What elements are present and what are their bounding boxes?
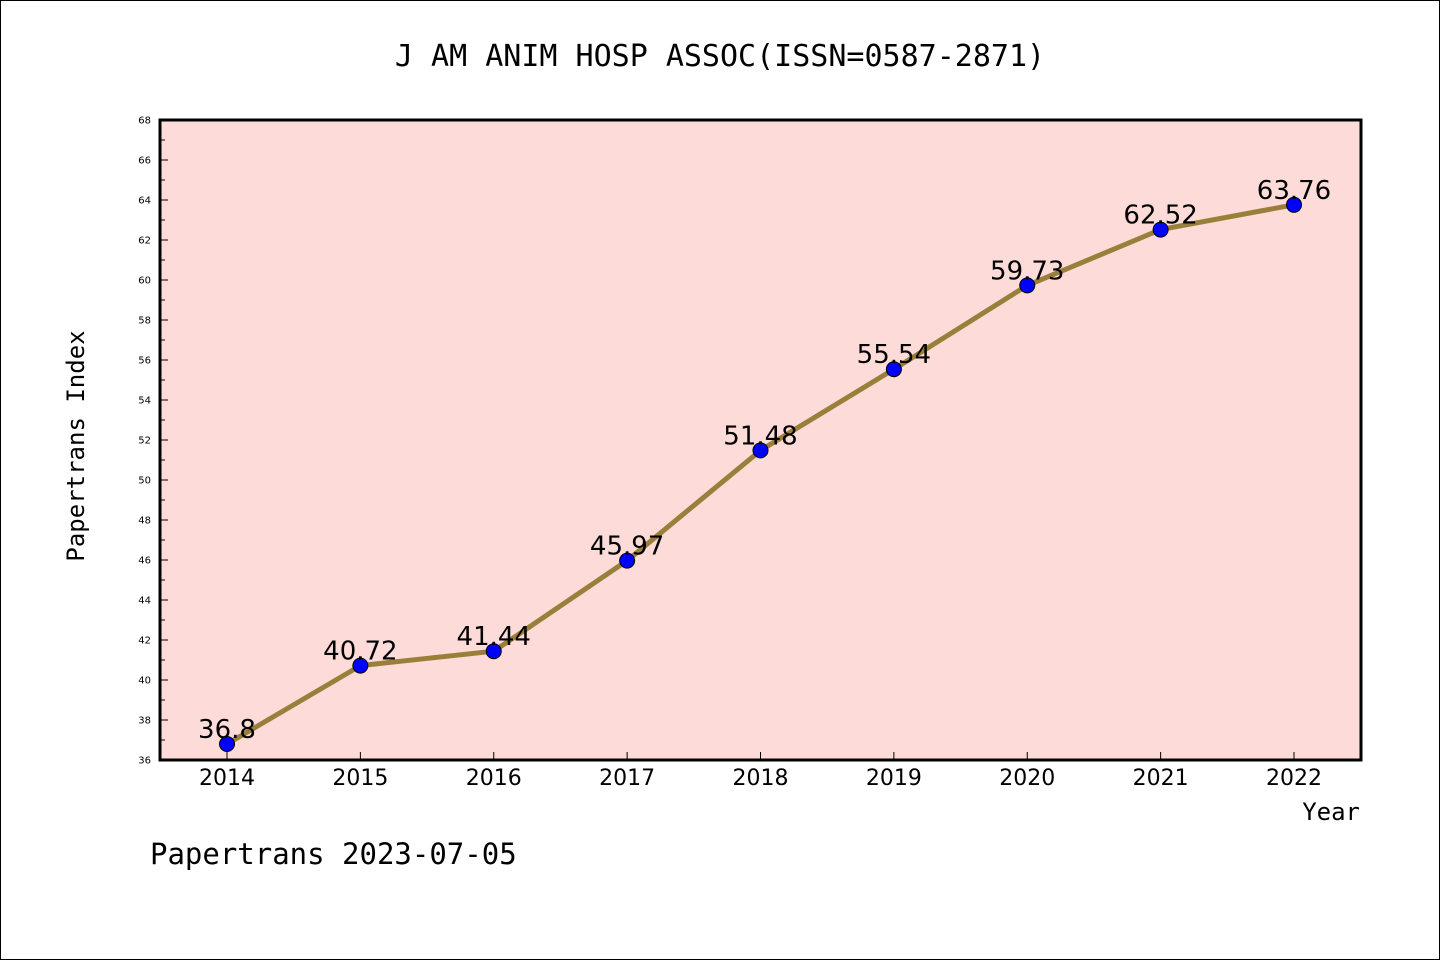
y-tick-label: 64 [138, 196, 151, 207]
y-tick-label: 56 [138, 356, 151, 367]
footer-text: Papertrans 2023-07-05 [150, 837, 517, 871]
data-point [219, 736, 235, 752]
chart-title: J AM ANIM HOSP ASSOC(ISSN=0587-2871) [395, 39, 1045, 74]
data-point [885, 361, 902, 378]
data-label: 36.8 [198, 715, 256, 745]
y-tick-label: 68 [138, 116, 151, 127]
y-tick-label: 54 [138, 396, 151, 407]
y-tick-label: 38 [138, 716, 151, 727]
data-label: 59.73 [990, 256, 1064, 286]
x-axis: 2014 2015 2016 2017 2018 2019 2020 2021 2022 [199, 752, 1322, 791]
y-axis: 36 38 40 42 44 46 48 50 52 54 56 58 60 62 64 66 68 [138, 116, 168, 767]
x-tick-label: 2019 [866, 766, 922, 791]
y-tick-label: 50 [138, 476, 151, 487]
x-tick-label: 2016 [466, 766, 522, 791]
x-tick-label: 2014 [199, 766, 255, 791]
y-tick-label: 48 [138, 516, 151, 527]
x-axis-label: Year [1302, 798, 1360, 826]
data-point [619, 552, 636, 569]
data-label: 41.44 [457, 622, 531, 652]
y-tick-label: 52 [138, 436, 151, 447]
data-point [485, 643, 502, 660]
data-label: 62.52 [1123, 201, 1197, 231]
data-point [1019, 277, 1036, 294]
x-tick-label: 2018 [733, 766, 789, 791]
x-tick-label: 2015 [332, 766, 388, 791]
data-label: 45.97 [590, 532, 664, 562]
x-tick-label: 2020 [999, 766, 1055, 791]
data-label: 55.54 [857, 340, 931, 370]
y-tick-label: 60 [138, 276, 151, 287]
data-label: 51.48 [723, 421, 797, 451]
x-tick-label: 2021 [1133, 766, 1189, 791]
y-tick-label: 44 [138, 596, 151, 607]
y-tick-label: 42 [138, 636, 151, 647]
y-axis-label: Papertrans Index [62, 330, 90, 561]
data-point [352, 657, 369, 674]
y-tick-label: 58 [138, 316, 151, 327]
y-tick-label: 46 [138, 556, 151, 567]
y-tick-label: 36 [138, 756, 151, 767]
x-tick-label: 2017 [599, 766, 655, 791]
y-tick-label: 40 [138, 676, 151, 687]
data-labels: 36.8 40.72 41.44 45.97 51.48 55.54 59.73 62.52 6… [198, 176, 1331, 745]
x-tick-label: 2022 [1266, 766, 1322, 791]
data-point [1286, 196, 1302, 213]
data-point [752, 442, 769, 459]
series-markers [219, 196, 1302, 752]
y-tick-label: 62 [138, 236, 151, 247]
data-point [1152, 221, 1169, 238]
y-tick-label: 66 [138, 156, 151, 167]
data-label: 40.72 [323, 637, 397, 667]
data-label: 63.76 [1257, 176, 1331, 206]
